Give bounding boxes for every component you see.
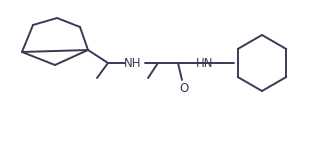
Text: NH: NH <box>124 56 142 69</box>
Text: O: O <box>179 81 189 95</box>
Text: HN: HN <box>196 56 214 69</box>
